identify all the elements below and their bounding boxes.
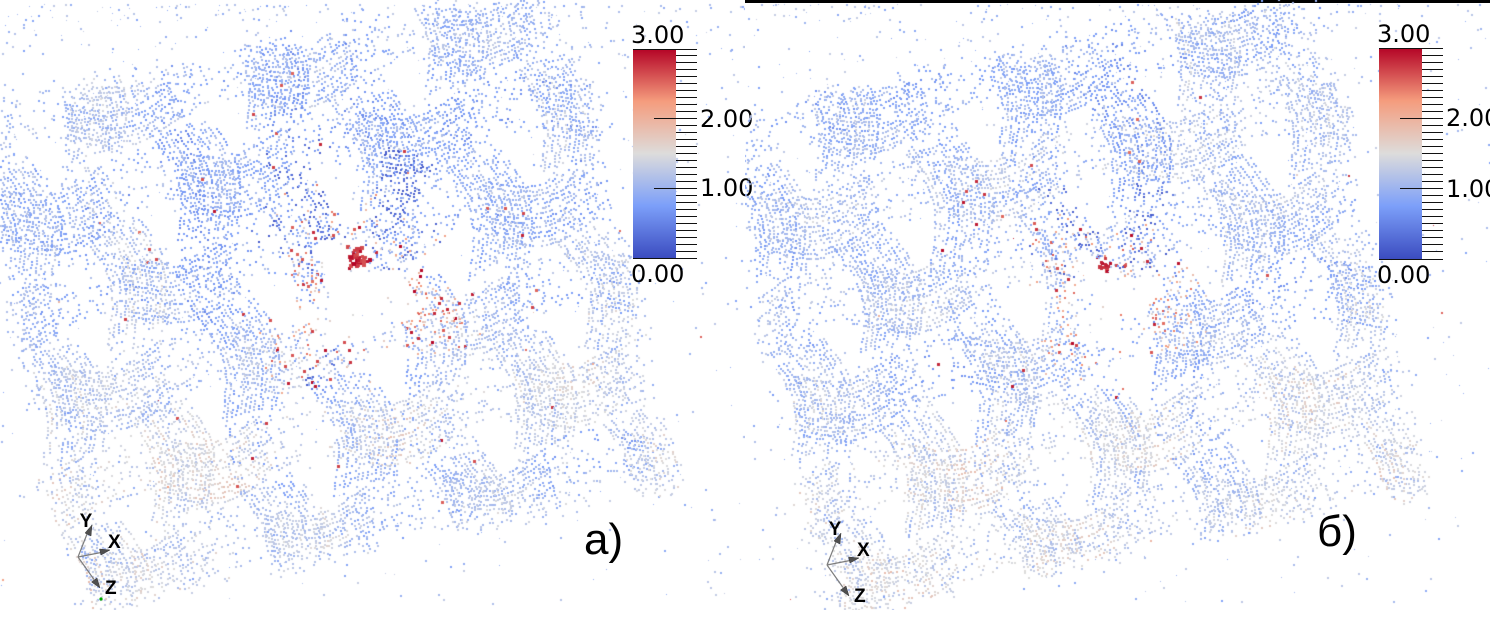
green-dot — [99, 597, 103, 601]
colorbar-tick-label-1: 1.00 — [1446, 174, 1490, 203]
y-axis-label: Y — [829, 519, 842, 540]
colorbar-b: 3.00 2.00 1.00 0.00 — [1377, 22, 1490, 287]
z-axis-arrow — [826, 564, 844, 588]
z-arrowhead-icon — [840, 585, 850, 597]
point-cloud-a — [0, 0, 745, 610]
z-axis-label: Z — [105, 578, 117, 599]
x-arrowhead-icon — [848, 556, 860, 564]
panel-label-a: а) — [584, 515, 624, 564]
colorbar-tick-label-1: 1.00 — [700, 174, 754, 203]
colorbar-tick-label-2: 2.00 — [700, 104, 754, 133]
z-axis-label: Z — [854, 586, 866, 607]
x-axis-arrow — [826, 559, 851, 566]
colorbar-max-label: 3.00 — [1377, 20, 1431, 48]
x-arrowhead-icon — [99, 548, 111, 556]
y-axis-label: Y — [80, 511, 93, 532]
colorbar-tick-label-2: 2.00 — [1446, 104, 1490, 133]
axis-triad-a: Y X Z — [77, 511, 121, 601]
panel-a: 3.00 2.00 1.00 0.00 Y X Z а) — [0, 0, 753, 610]
x-axis-label: X — [857, 540, 870, 561]
colorbar-ticks — [1379, 47, 1443, 260]
axis-triad-b: Y X Z — [826, 519, 870, 607]
point-cloud-b — [745, 0, 1490, 610]
panel-b: 3.00 2.00 1.00 0.00 Y X Z б) — [745, 0, 1490, 610]
y-arrowhead-icon — [833, 532, 842, 545]
colorbar-ticks — [633, 48, 697, 259]
colorbar-min-label: 0.00 — [1377, 261, 1431, 289]
x-axis-arrow — [77, 551, 102, 558]
colorbar-max-label: 3.00 — [631, 21, 685, 49]
colorbar-a: 3.00 2.00 1.00 0.00 — [631, 23, 753, 286]
z-axis-arrow — [77, 556, 95, 580]
x-axis-label: X — [108, 532, 121, 553]
z-arrowhead-icon — [91, 577, 101, 589]
colorbar-gradient — [633, 49, 676, 258]
colorbar-gradient — [1379, 48, 1422, 259]
panel-label-b: б) — [1317, 507, 1357, 556]
y-arrowhead-icon — [84, 524, 93, 537]
colorbar-min-label: 0.00 — [631, 260, 685, 288]
